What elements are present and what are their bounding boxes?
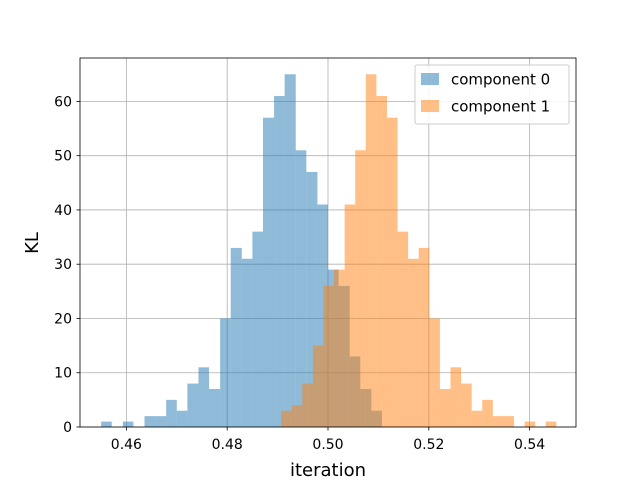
histogram-bar-component-1: [503, 416, 514, 427]
legend-box: [414, 64, 570, 125]
histogram-bar-component-0: [176, 410, 188, 427]
y-tick-label: 60: [54, 94, 72, 110]
histogram-bar-component-0: [101, 421, 112, 427]
histogram-bar-component-0: [122, 421, 134, 427]
histogram-bar-component-0: [295, 150, 307, 427]
histogram-bar-component-1: [344, 204, 356, 427]
histogram-bar-component-0: [252, 231, 263, 427]
histogram-bar-component-1: [524, 421, 536, 427]
histogram-bar-component-1: [418, 247, 430, 427]
x-tick-label: 0.50: [312, 437, 343, 453]
histogram-bar-component-1: [281, 410, 292, 427]
y-axis-label: KL: [22, 232, 43, 254]
histogram-bar-component-0: [284, 74, 296, 427]
histogram-bar-component-0: [187, 383, 199, 427]
histogram-bar-component-1: [408, 258, 419, 427]
histogram-bar-component-0: [317, 204, 328, 427]
histogram-bar-component-1: [439, 389, 451, 427]
legend: component 0 component 1: [414, 64, 570, 125]
histogram-bar-component-1: [323, 285, 335, 427]
y-tick-label: 30: [54, 257, 72, 273]
histogram-bar-component-1: [334, 269, 345, 427]
histogram-bars: [101, 74, 557, 428]
y-tick-label: 20: [54, 311, 72, 327]
y-tick-label: 50: [54, 149, 72, 165]
x-tick-label: 0.46: [111, 437, 142, 453]
histogram-bar-component-0: [155, 416, 167, 427]
histogram-bar-component-1: [302, 383, 313, 427]
plot-frame: [79, 57, 577, 428]
histogram-bar-component-1: [450, 367, 462, 427]
legend-swatch-component-0: [421, 73, 439, 85]
x-tick-label: 0.54: [514, 437, 545, 453]
legend-label-component-0: component 0: [451, 71, 550, 89]
x-tick-label: 0.52: [413, 437, 444, 453]
histogram-bar-component-1: [376, 95, 387, 427]
histogram-bar-component-1: [312, 345, 324, 427]
x-axis-label: iteration: [290, 460, 366, 480]
histogram-bar-component-1: [482, 399, 493, 427]
histogram-bar-component-1: [545, 421, 557, 427]
histogram-bar-component-1: [291, 405, 303, 427]
legend-swatch-component-1: [421, 100, 439, 112]
y-tick-label: 0: [63, 420, 72, 436]
legend-label-component-1: component 1: [451, 98, 550, 116]
histogram-bar-component-0: [144, 416, 156, 427]
histogram-bar-component-0: [306, 171, 318, 427]
histogram-bar-component-0: [230, 247, 242, 427]
histogram-bar-component-0: [166, 399, 177, 427]
histogram-bar-component-1: [492, 416, 504, 427]
histogram-bar-component-1: [365, 74, 377, 427]
y-tick-label: 10: [54, 366, 72, 382]
histogram-bar-component-1: [397, 231, 409, 427]
histogram-bar-component-0: [220, 318, 231, 427]
histogram-bar-component-0: [262, 117, 275, 428]
histogram-bar-component-0: [209, 389, 221, 427]
histogram-bar-component-0: [274, 95, 285, 427]
histogram-bar-component-1: [386, 117, 398, 428]
histogram-bar-component-1: [461, 383, 472, 427]
y-tick-label: 40: [54, 203, 72, 219]
histogram-bar-component-0: [241, 258, 253, 427]
axis-ticks: 0.46 0.48 0.50 0.52 0.54 0 10 20 30 40 50 60: [54, 94, 545, 453]
histogram-bar-component-1: [471, 410, 483, 427]
histogram-bar-component-1: [355, 150, 366, 427]
x-tick-label: 0.48: [212, 437, 243, 453]
histogram-bar-component-0: [198, 367, 210, 427]
histogram-bar-component-1: [429, 318, 440, 427]
